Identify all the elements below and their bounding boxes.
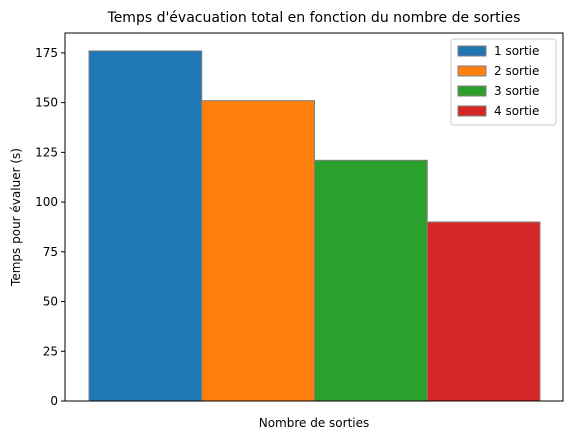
legend-label: 1 sortie — [494, 44, 539, 58]
y-axis-label: Temps pour évaluer (s) — [9, 148, 23, 287]
bar-2-sortie — [201, 100, 315, 402]
plot-frame — [64, 32, 564, 402]
bar-1-sortie — [88, 50, 203, 402]
y-tick-label: 50 — [43, 295, 58, 309]
bar-3-sortie — [314, 159, 428, 402]
y-axis-ticks: 0 25 50 75 100 125 150 175 — [35, 46, 65, 408]
legend-box — [450, 38, 557, 126]
bars-group — [88, 50, 541, 402]
y-tick-label: 75 — [43, 245, 58, 259]
y-tick-label: 0 — [50, 394, 58, 408]
y-tick-label: 25 — [43, 344, 58, 358]
y-tick-label: 100 — [35, 195, 58, 209]
bar-4-sortie — [426, 221, 541, 402]
legend-swatch — [457, 65, 487, 77]
legend-label: 2 sortie — [494, 64, 539, 78]
chart-title: Temps d'évacuation total en fonction du … — [107, 10, 521, 26]
legend-swatch — [457, 85, 487, 97]
y-tick-label: 150 — [35, 96, 58, 110]
x-axis-label: Nombre de sorties — [259, 416, 370, 430]
legend-swatch — [457, 105, 487, 117]
legend-swatch — [457, 45, 487, 57]
y-tick-label: 175 — [35, 46, 58, 60]
y-tick-label: 125 — [35, 145, 58, 159]
legend-label: 3 sortie — [494, 84, 539, 98]
legend: 1 sortie 2 sortie 3 sortie 4 sortie — [450, 38, 557, 126]
legend-label: 4 sortie — [494, 104, 539, 118]
